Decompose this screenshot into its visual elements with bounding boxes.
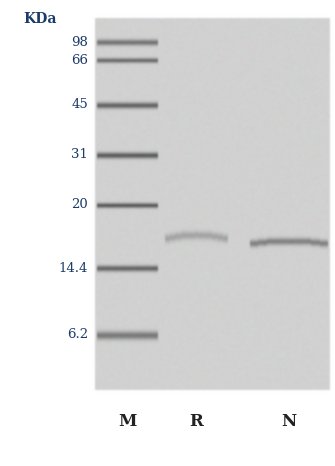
- Text: N: N: [281, 413, 296, 431]
- Text: 31: 31: [71, 149, 88, 162]
- Text: 45: 45: [71, 98, 88, 111]
- Text: 66: 66: [71, 54, 88, 67]
- Text: 98: 98: [71, 35, 88, 48]
- Text: 14.4: 14.4: [59, 261, 88, 274]
- Text: R: R: [189, 413, 203, 431]
- Text: KDa: KDa: [23, 12, 57, 26]
- Text: M: M: [118, 413, 136, 431]
- Text: 6.2: 6.2: [67, 329, 88, 342]
- Text: 20: 20: [71, 199, 88, 212]
